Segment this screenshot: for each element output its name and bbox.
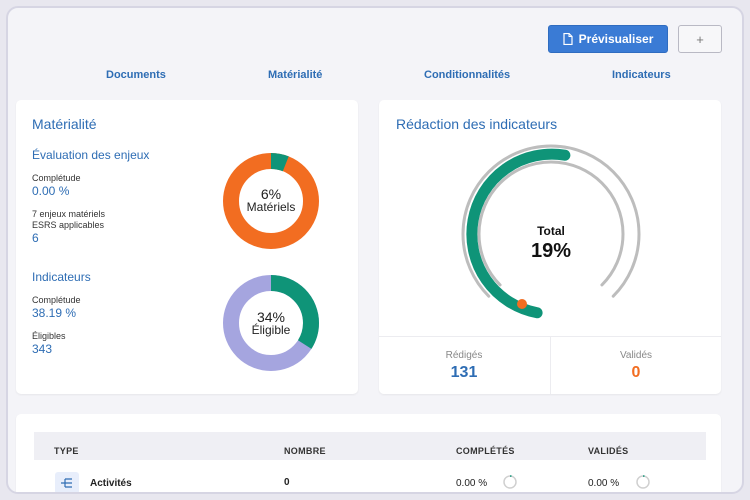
materials-donut-percent: 6%	[260, 186, 282, 202]
gauge-total-label: Total	[537, 224, 565, 238]
materiality-title: Matérialité	[32, 116, 97, 132]
row-completes: 0.00 %	[456, 478, 488, 489]
writing-divider	[379, 336, 721, 337]
eligible-donut-label: 34% Éligible	[234, 309, 308, 337]
evaluation-heading: Évaluation des enjeux	[32, 148, 150, 162]
materials-donut	[223, 153, 319, 249]
app-window: Prévisualiser + Documents Matérialité Co…	[6, 6, 744, 494]
indicators-completude-value: 38.19 %	[32, 306, 77, 320]
writing-stats-separator	[550, 337, 551, 394]
document-icon	[563, 33, 573, 45]
material-issues-label: 7 enjeux matériels	[32, 209, 106, 219]
completes-progress-icon	[503, 475, 517, 489]
tab-indicateurs[interactable]: Indicateurs	[612, 69, 671, 81]
indicators-completude-label: Complétude	[32, 295, 81, 305]
eligible-label: Éligibles	[32, 331, 66, 341]
valide-value: 0	[631, 364, 641, 381]
gauge-outer-track	[461, 144, 641, 298]
redige-value: 131	[450, 364, 478, 381]
materials-donut-caption: Matériels	[246, 200, 296, 214]
evaluation-completude-label: Complétude	[32, 173, 81, 183]
valide-label: Validés	[619, 350, 653, 361]
gauge-progress-arc	[466, 148, 571, 319]
row-type: Activités	[90, 478, 132, 489]
column-header-type: TYPE	[54, 446, 79, 456]
eligible-donut-caption: Éligible	[251, 323, 291, 337]
gauge-progress-marker	[517, 299, 527, 309]
eligible-donut-percent: 34%	[256, 309, 286, 325]
valides-progress-icon	[636, 475, 650, 489]
row-nombre: 0	[284, 477, 290, 488]
plus-icon: +	[696, 31, 704, 47]
tab-documents[interactable]: Documents	[106, 69, 166, 81]
column-header-nombre: NOMBRE	[284, 446, 326, 456]
esrs-applicable-label: ESRS applicables	[32, 220, 105, 230]
column-header-valides: VALIDÉS	[588, 446, 629, 456]
writing-title: Rédaction des indicateurs	[396, 116, 558, 132]
eligible-value: 343	[32, 342, 53, 356]
materials-donut-arc	[223, 153, 319, 249]
table-header	[34, 432, 706, 460]
activities-icon	[55, 472, 79, 492]
eligible-donut	[223, 275, 319, 371]
preview-button[interactable]: Prévisualiser	[548, 25, 668, 53]
eligible-donut-arc	[223, 275, 319, 371]
row-valides: 0.00 %	[588, 478, 620, 489]
tab-conditionnalites[interactable]: Conditionnalités	[424, 69, 511, 81]
redige-label: Rédigés	[445, 350, 483, 361]
gauge-inner-track	[477, 160, 625, 287]
evaluation-completude-value: 0.00 %	[32, 184, 70, 198]
column-header-completes: COMPLÉTÉS	[456, 446, 515, 456]
preview-button-label: Prévisualiser	[578, 32, 654, 46]
add-button[interactable]: +	[678, 25, 722, 53]
esrs-applicable-value: 6	[32, 231, 39, 245]
tab-materialite[interactable]: Matérialité	[268, 69, 323, 81]
gauge-total-value: 19%	[530, 240, 572, 262]
writing-gauge	[461, 144, 641, 319]
materials-donut-label: 6% Matériels	[234, 186, 308, 214]
indicators-heading: Indicateurs	[32, 270, 91, 284]
